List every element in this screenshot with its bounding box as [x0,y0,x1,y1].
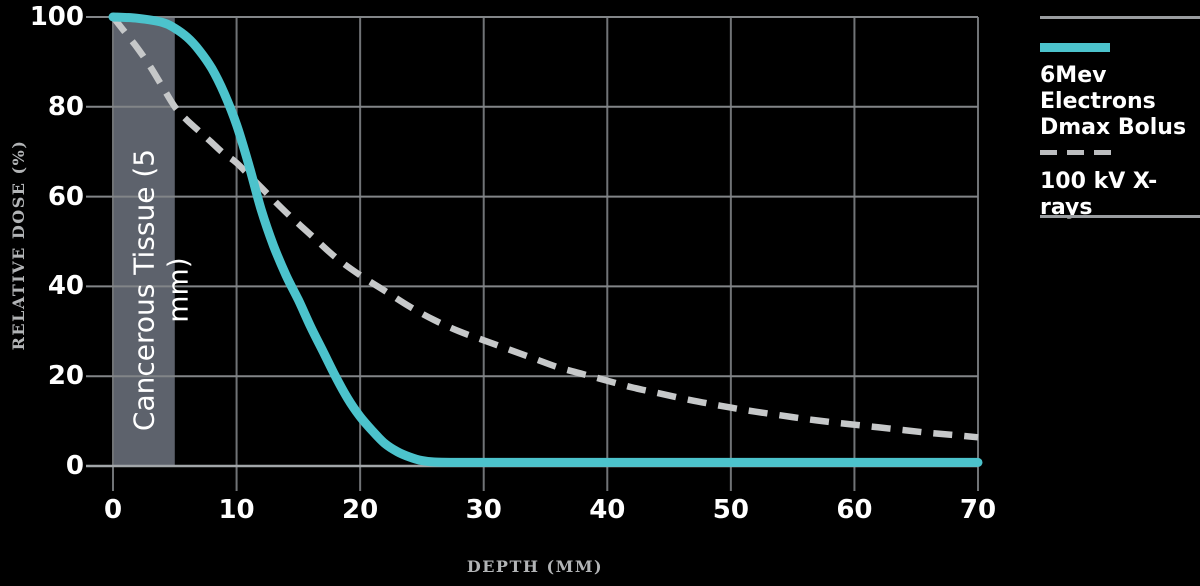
y-tick-label: 0 [65,451,84,481]
x-tick-label: 70 [959,495,997,525]
legend-label-electrons-line2: Dmax Bolus [1040,115,1187,140]
y-tick-label: 60 [47,181,84,212]
y-tick-label: 20 [47,361,84,392]
x-tick-label: 40 [589,495,626,525]
legend-separator-bottom [1040,215,1200,218]
x-tick-label: 60 [836,495,873,525]
x-tick-label: 0 [103,495,123,525]
y-tick-label: 40 [47,271,84,302]
y-tick-label: 80 [47,91,84,122]
y-tick-label: 100 [29,2,84,32]
xrays-curve [110,14,979,441]
legend-separator-top [1040,16,1200,19]
legend-label-xrays: 100 kV X-rays [1040,169,1158,220]
xrays-dashed-swatch [1040,150,1111,155]
x-tick-label: 10 [218,495,255,525]
cancerous-tissue-band-label: Cancerous Tissue (5 mm) [127,148,195,432]
legend-label-electrons: 6Mev Electrons Dmax Bolus [1040,63,1200,141]
x-axis-title: DEPTH (MM) [466,557,604,576]
x-tick-label: 50 [712,495,749,525]
x-tick-label: 30 [465,495,502,525]
electrons-curve [108,12,983,467]
electrons-line-swatch [1040,43,1110,52]
x-tick-label: 20 [342,495,379,525]
legend-label-electrons-line1: 6Mev Electrons [1040,63,1156,114]
y-axis-title: RELATIVE DOSE (%) [9,139,28,351]
legend: 6Mev Electrons Dmax Bolus 100 kV X-rays [1040,0,1200,230]
cancerous-tissue-band [113,17,175,466]
